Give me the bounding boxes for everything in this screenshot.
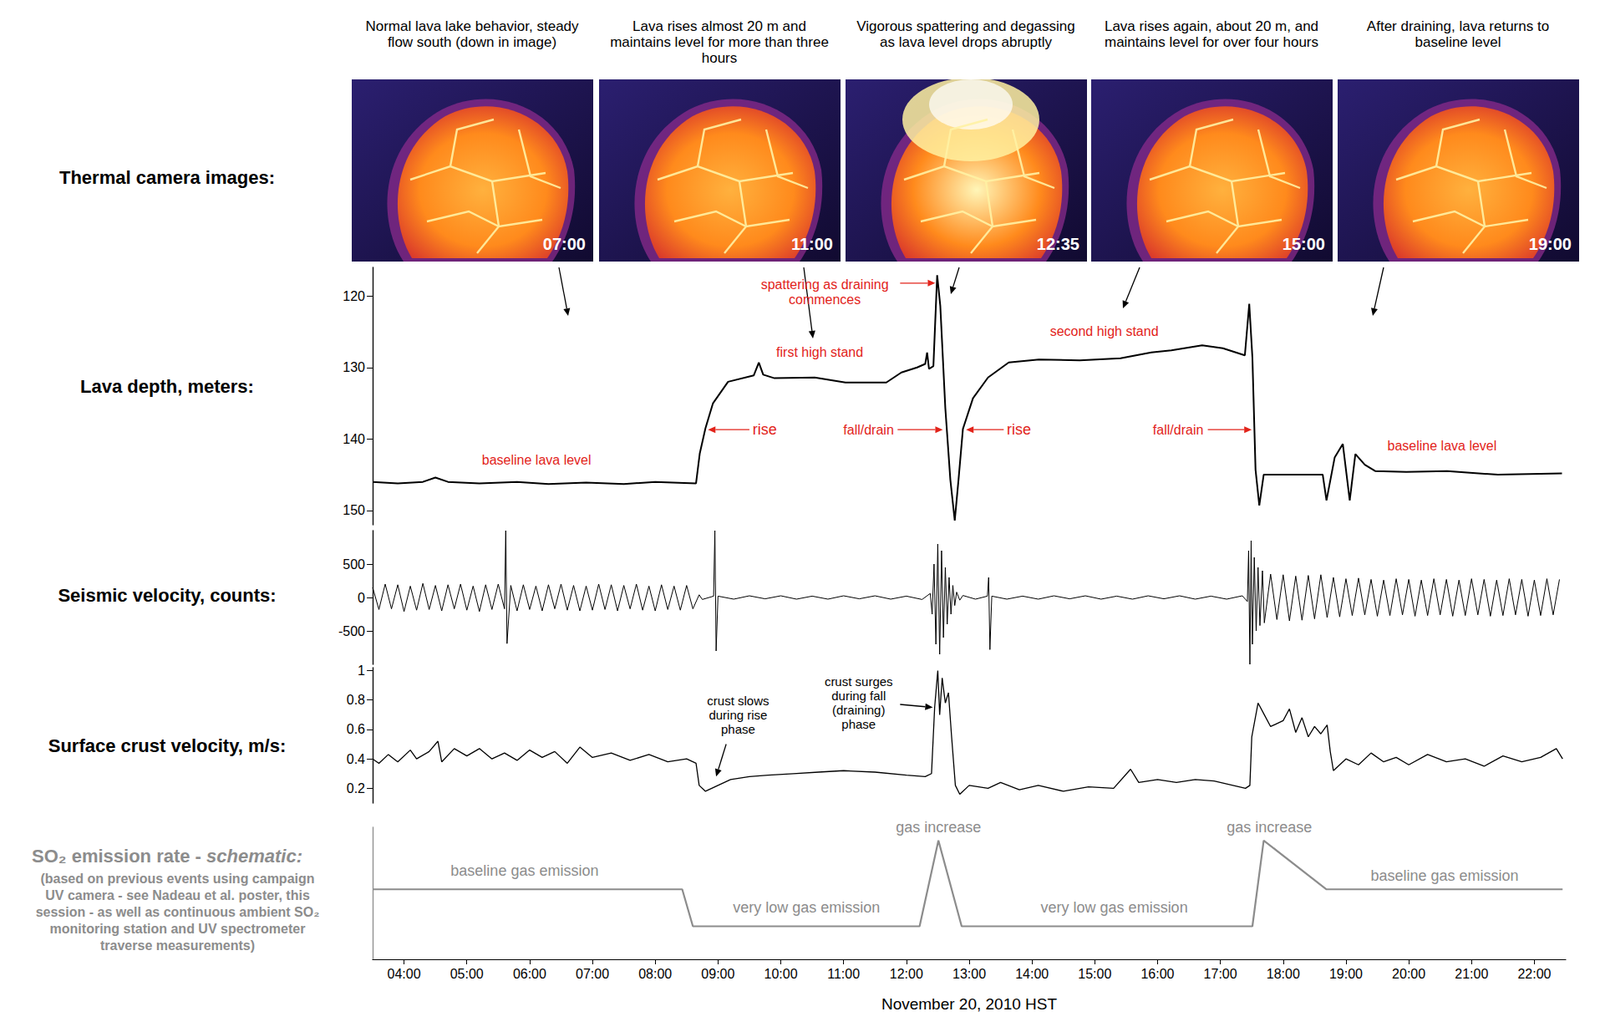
svg-text:16:00: 16:00 — [1140, 966, 1174, 981]
svg-text:07:00: 07:00 — [575, 966, 610, 981]
svg-text:14:00: 14:00 — [1015, 966, 1049, 981]
svg-text:19:00: 19:00 — [1329, 966, 1363, 981]
svg-text:baseline lava level: baseline lava level — [482, 452, 592, 468]
svg-text:13:00: 13:00 — [952, 966, 986, 981]
svg-text:11:00: 11:00 — [827, 966, 860, 981]
svg-text:17:00: 17:00 — [1203, 966, 1238, 981]
svg-text:during fall: during fall — [831, 688, 886, 703]
svg-text:rise: rise — [752, 421, 778, 438]
svg-text:15:00: 15:00 — [1077, 966, 1112, 981]
svg-text:very low gas emission: very low gas emission — [732, 899, 880, 916]
svg-text:spattering as draining: spattering as draining — [761, 277, 889, 292]
html-text:Normal lava lake behavior, ste: Normal lava lake behavior, steady flow s… — [365, 18, 579, 51]
svg-text:baseline lava level: baseline lava level — [1387, 438, 1498, 453]
svg-text:-500: -500 — [338, 624, 366, 639]
svg-text:crust slows: crust slows — [706, 693, 769, 708]
html-text:Surface crust velocity, m/s:: Surface crust velocity, m/s: — [48, 735, 286, 757]
svg-text:first high stand: first high stand — [776, 345, 864, 360]
svg-text:0.2: 0.2 — [346, 781, 366, 796]
svg-text:150: 150 — [342, 502, 366, 518]
svg-text:fall/drain: fall/drain — [1153, 422, 1204, 437]
svg-text:baseline gas emission: baseline gas emission — [450, 862, 599, 879]
html-text:(based on previous events usin: (based on previous events using campaign… — [35, 871, 320, 953]
svg-text:crust surges: crust surges — [824, 674, 894, 689]
html-text:Lava rises again, about 20 m,: Lava rises again, about 20 m, and mainta… — [1104, 18, 1319, 51]
svg-text:0: 0 — [357, 590, 366, 605]
html-text:SO₂ emission rate - schematic:: SO₂ emission rate - schematic: — [31, 845, 303, 867]
svg-text:12:00: 12:00 — [889, 966, 924, 981]
html-text:19:00: 19:00 — [1528, 234, 1572, 254]
svg-text:18:00: 18:00 — [1266, 966, 1301, 981]
svg-text:commences: commences — [788, 292, 861, 307]
svg-text:phase: phase — [721, 721, 756, 737]
html-text:After draining, lava returns t: After draining, lava returns to baseline… — [1366, 18, 1550, 51]
html-text:Vigorous spattering and degass: Vigorous spattering and degassing as lav… — [856, 18, 1076, 51]
svg-text:November 20, 2010 HST: November 20, 2010 HST — [881, 995, 1058, 1013]
svg-text:22:00: 22:00 — [1517, 966, 1551, 981]
svg-text:08:00: 08:00 — [638, 966, 672, 981]
svg-text:(draining): (draining) — [832, 702, 885, 717]
svg-text:140: 140 — [342, 431, 366, 447]
html-text:Lava depth, meters:: Lava depth, meters: — [80, 375, 254, 397]
svg-text:10:00: 10:00 — [764, 966, 798, 981]
html-text:Seismic velocity, counts:: Seismic velocity, counts: — [57, 584, 277, 606]
svg-text:fall/drain: fall/drain — [843, 422, 894, 437]
svg-text:baseline gas emission: baseline gas emission — [1370, 867, 1519, 884]
html-text:Lava rises almost 20 m and mai: Lava rises almost 20 m and maintains lev… — [610, 18, 829, 67]
html-text:15:00: 15:00 — [1282, 234, 1326, 254]
svg-text:during rise: during rise — [708, 707, 767, 722]
svg-text:very low gas emission: very low gas emission — [1041, 899, 1189, 916]
svg-text:130: 130 — [342, 360, 366, 375]
svg-text:04:00: 04:00 — [387, 966, 422, 981]
html-text:Thermal camera images:: Thermal camera images: — [59, 167, 275, 188]
svg-text:05:00: 05:00 — [450, 966, 484, 981]
html-text:11:00: 11:00 — [791, 234, 834, 254]
svg-text:gas increase: gas increase — [895, 818, 981, 836]
svg-text:phase: phase — [841, 716, 876, 732]
html-text:07:00: 07:00 — [542, 234, 586, 254]
svg-text:21:00: 21:00 — [1454, 966, 1489, 981]
html-text:12:35: 12:35 — [1036, 234, 1080, 254]
svg-text:0.8: 0.8 — [346, 692, 366, 707]
svg-text:20:00: 20:00 — [1391, 966, 1426, 981]
svg-text:120: 120 — [342, 289, 366, 304]
svg-text:06:00: 06:00 — [513, 966, 547, 981]
svg-text:500: 500 — [342, 557, 366, 572]
svg-text:1: 1 — [357, 663, 366, 678]
svg-text:rise: rise — [1006, 421, 1032, 438]
svg-text:second high stand: second high stand — [1050, 324, 1159, 339]
svg-text:09:00: 09:00 — [700, 966, 735, 981]
svg-text:gas increase: gas increase — [1226, 818, 1312, 836]
svg-text:0.6: 0.6 — [346, 721, 366, 737]
svg-text:0.4: 0.4 — [346, 751, 366, 767]
